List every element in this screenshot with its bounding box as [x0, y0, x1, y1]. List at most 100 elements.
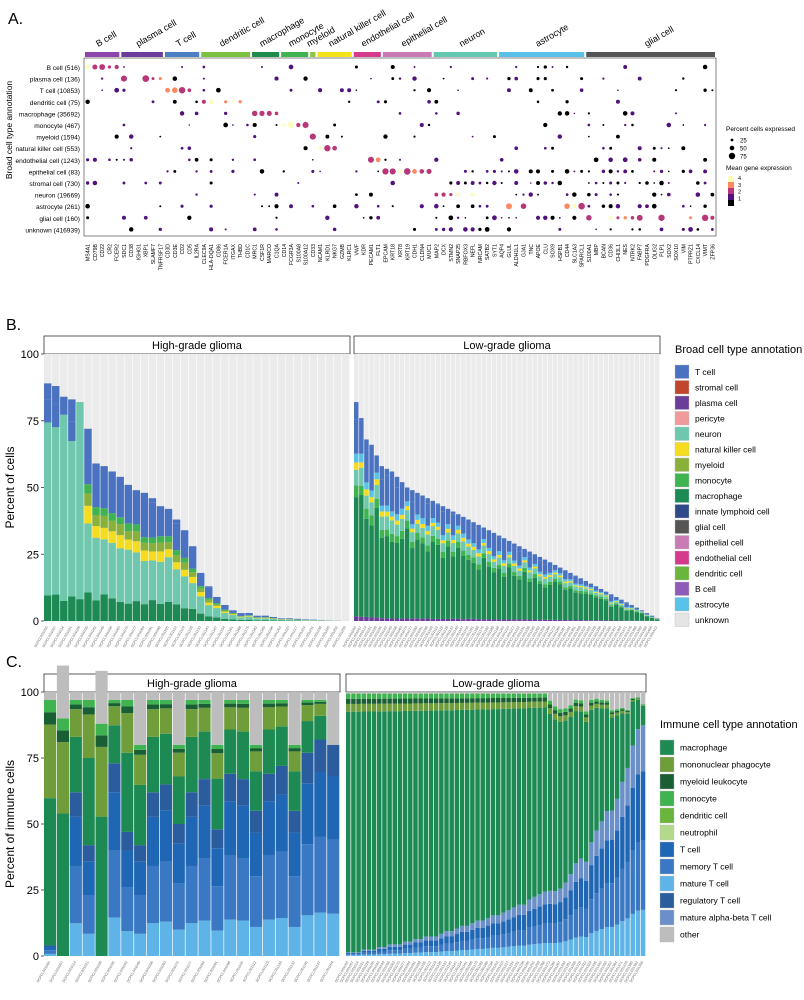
bar-segment [418, 693, 423, 699]
bar-segment [262, 773, 275, 802]
bar-segment [461, 516, 466, 534]
column-gap [435, 354, 436, 621]
bar-segment [476, 619, 481, 621]
bar-segment [449, 703, 454, 711]
expression-dot [513, 169, 519, 174]
bar-segment [583, 692, 589, 712]
bar-segment [594, 893, 599, 931]
expression-dot [681, 169, 685, 174]
expression-dot [448, 215, 454, 221]
expression-dot [355, 89, 358, 92]
bar-segment [172, 519, 181, 524]
bar-segment [425, 545, 430, 552]
bar-segment [92, 507, 100, 515]
column-gap [440, 354, 441, 621]
bar-segment [532, 908, 537, 927]
gene-label: KRT19 [405, 244, 411, 260]
expression-dot [188, 124, 191, 126]
bar-segment [439, 944, 444, 952]
bar-segment [614, 601, 619, 602]
bar-segment [430, 526, 435, 536]
bar-segment [261, 618, 269, 621]
bar-segment [172, 523, 181, 551]
facet-label: Low-grade glioma [452, 678, 540, 690]
bar-segment [476, 569, 481, 620]
gene-label: C1QA [275, 243, 281, 258]
bar-segment [501, 693, 506, 698]
y-tick-label: 25 [27, 549, 39, 561]
bar-segment [568, 874, 573, 891]
bar-segment [146, 816, 160, 866]
legend-label: natural killer cell [695, 444, 756, 454]
bar-segment [185, 923, 198, 956]
bar-segment [619, 604, 624, 605]
bar-segment [620, 707, 625, 710]
bar-segment [420, 495, 425, 519]
bar-segment [593, 597, 599, 621]
bar-segment [639, 610, 645, 612]
bar-segment [198, 805, 211, 859]
column-gap [414, 354, 416, 621]
bar-segment [211, 886, 224, 931]
bar-segment [423, 952, 429, 956]
expression-dot [376, 215, 381, 220]
bar-segment [620, 713, 625, 782]
bar-segment [506, 946, 511, 956]
bar-segment [516, 945, 522, 956]
bar-segment [459, 931, 465, 941]
bar-segment [547, 562, 553, 573]
bar-segment [654, 619, 660, 621]
bar-segment [480, 692, 485, 694]
column-gap [588, 354, 589, 621]
bar-segment [327, 692, 340, 745]
size-legend-dot [728, 152, 736, 160]
bar-segment [237, 707, 250, 732]
expression-dot [449, 193, 453, 197]
expression-dot [588, 182, 590, 184]
column-gap [475, 354, 477, 621]
column-gap [148, 354, 149, 621]
expression-dot [543, 181, 548, 185]
bar-segment [599, 704, 604, 709]
bar-segment [537, 556, 543, 561]
bar-segment [425, 618, 430, 621]
bar-segment [159, 861, 172, 922]
bar-segment [285, 618, 294, 620]
bar-segment [542, 701, 548, 708]
column-gap [582, 354, 584, 621]
bar-segment [470, 698, 475, 703]
expression-dot [224, 228, 227, 231]
expression-dot [377, 170, 380, 173]
bar-segment [159, 699, 172, 705]
bar-segment [387, 950, 392, 954]
expression-dot [85, 203, 90, 209]
bar-segment [435, 503, 441, 505]
expression-dot [601, 204, 606, 208]
bar-segment [389, 618, 395, 621]
gene-label: XBP1 [144, 244, 150, 257]
bar-segment [573, 586, 578, 591]
bar-segment [604, 702, 610, 705]
bar-segment [568, 890, 573, 916]
bar-segment [371, 949, 377, 951]
bar-segment [604, 883, 610, 928]
bar-segment [507, 563, 512, 568]
expression-dot [609, 181, 613, 185]
expression-dot [587, 112, 590, 115]
legend-label: dendritic cell [680, 811, 727, 821]
bar-segment [459, 698, 465, 703]
bar-segment [547, 713, 553, 891]
bar-segment [148, 498, 157, 503]
expression-dot [201, 99, 206, 104]
legend-swatch [659, 892, 675, 909]
bar-segment [461, 550, 466, 556]
group-label: B cell [94, 29, 118, 49]
bar-segment [649, 615, 655, 617]
bar-segment [275, 706, 288, 727]
color-legend-label: 2 [738, 190, 741, 196]
bar-segment [476, 549, 481, 554]
expression-dot [470, 227, 475, 232]
bar-segment [371, 698, 377, 704]
bar-segment [44, 595, 52, 621]
expression-dot [508, 216, 510, 219]
